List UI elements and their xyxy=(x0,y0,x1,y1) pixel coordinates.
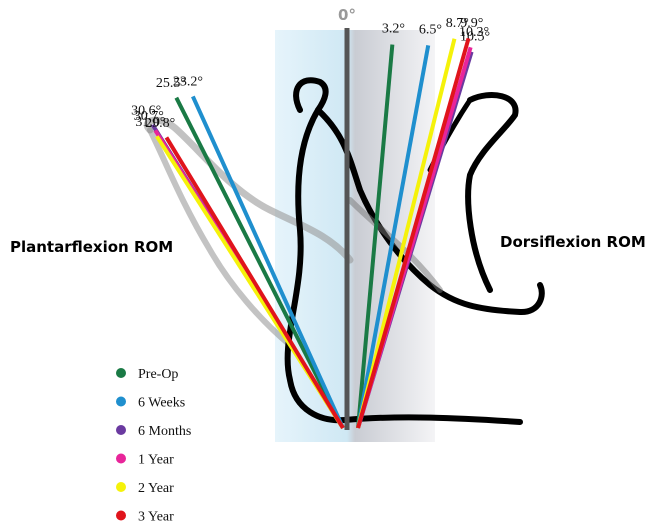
legend-label: 1 Year xyxy=(138,453,174,468)
legend-dot xyxy=(116,482,126,492)
legend-dot xyxy=(116,454,126,464)
legend-label: 6 Months xyxy=(138,424,191,439)
value-label: 6.5° xyxy=(419,23,442,38)
legend-dot xyxy=(116,368,126,378)
value-label: 9.9° xyxy=(460,16,483,31)
legend-dot xyxy=(116,397,126,407)
legend: Pre-Op 6 Weeks 6 Months 1 Year 2 Year 3 Year xyxy=(116,367,191,525)
zero-label: 0° xyxy=(338,6,356,24)
dorsiflexion-label: Dorsiflexion ROM xyxy=(500,233,646,251)
legend-dot xyxy=(116,511,126,521)
value-label: 23.2° xyxy=(173,74,203,89)
rom-diagram: 0° Plantarflexion ROM Dorsiflexion ROM 2… xyxy=(0,0,648,525)
plantarflexion-label: Plantarflexion ROM xyxy=(10,238,173,256)
legend-label: Pre-Op xyxy=(138,367,178,382)
legend-label: 3 Year xyxy=(138,510,174,525)
legend-label: 6 Weeks xyxy=(138,396,185,411)
value-label: 3.2° xyxy=(382,22,405,37)
legend-label: 2 Year xyxy=(138,481,174,496)
value-label: 29.8° xyxy=(145,116,175,131)
legend-dot xyxy=(116,425,126,435)
